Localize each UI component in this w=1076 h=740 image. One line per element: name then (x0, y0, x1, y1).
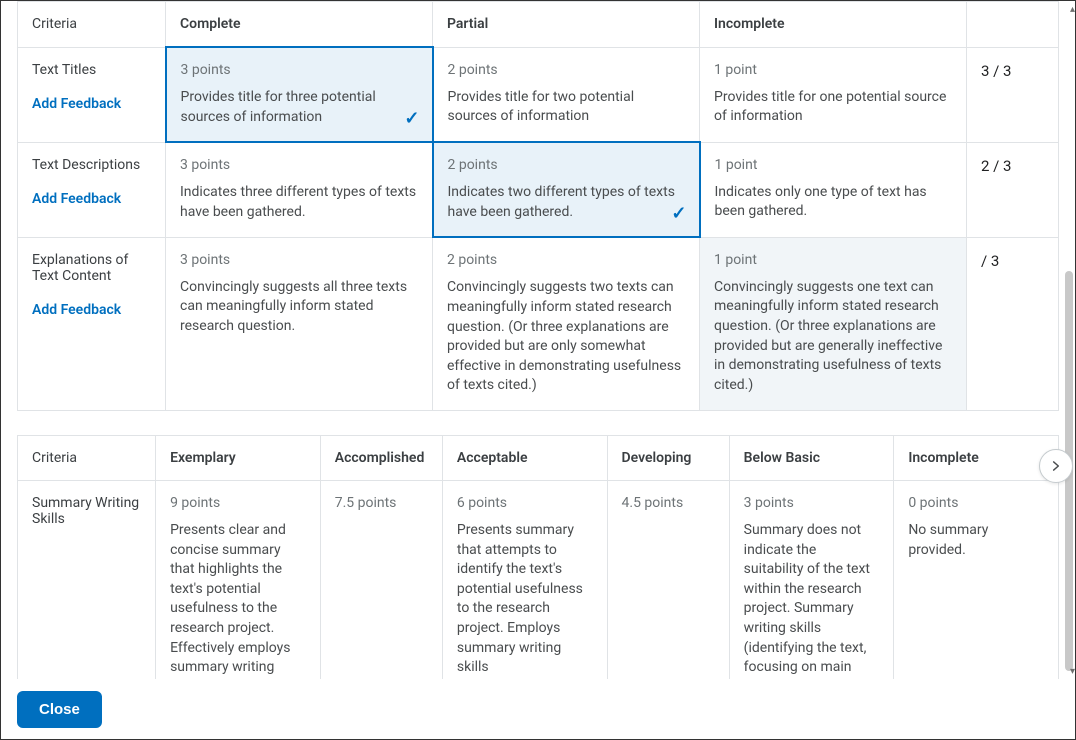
points-label: 2 points (448, 62, 686, 78)
points-label: 1 point (714, 62, 952, 78)
points-label: 3 points (180, 157, 418, 173)
checkmark-icon: ✓ (671, 203, 686, 224)
col-acceptable: Acceptable (442, 435, 607, 480)
level-cell-complete[interactable]: 3 points Provides title for three potent… (166, 47, 433, 142)
level-description: Provides title for two potential sources… (448, 88, 686, 127)
col-complete: Complete (166, 2, 433, 48)
criteria-name: Text Descriptions (32, 157, 151, 173)
col-score (967, 2, 1059, 48)
criteria-name: Explanations of Text Content (32, 252, 151, 284)
add-feedback-link[interactable]: Add Feedback (32, 302, 151, 318)
criteria-name: Text Titles (32, 62, 151, 78)
points-label: 4.5 points (622, 495, 715, 511)
rubric1-row-text-titles: Text Titles Add Feedback 3 points Provid… (18, 47, 1059, 142)
level-description: Convincingly suggests all three texts ca… (180, 278, 418, 337)
level-description: Indicates three different types of texts… (180, 183, 418, 222)
level-cell-incomplete[interactable]: 1 point Indicates only one type of text … (700, 142, 967, 237)
level-description: Indicates only one type of text has been… (715, 183, 953, 222)
score-cell: / 3 (967, 237, 1059, 410)
checkmark-icon: ✓ (404, 108, 419, 129)
dialog-footer: Close (1, 679, 1075, 739)
points-label: 2 points (448, 157, 685, 173)
rubric-table-2-wrapper: Criteria Exemplary Accomplished Acceptab… (17, 435, 1059, 681)
rubric-table-1: Criteria Complete Partial Incomplete Tex… (17, 1, 1059, 411)
level-cell-developing[interactable]: 4.5 points (607, 480, 729, 681)
level-cell-partial[interactable]: 2 points Indicates two different types o… (433, 142, 700, 237)
col-criteria: Criteria (18, 2, 166, 48)
criteria-cell: Text Descriptions Add Feedback (18, 142, 166, 237)
col-criteria: Criteria (18, 435, 156, 480)
level-cell-incomplete[interactable]: 1 point Convincingly suggests one text c… (700, 237, 967, 410)
col-accomplished: Accomplished (320, 435, 442, 480)
close-button[interactable]: Close (17, 691, 102, 728)
level-cell-exemplary[interactable]: 9 points Presents clear and concise summ… (156, 480, 321, 681)
level-description: Provides title for three potential sourc… (181, 88, 418, 127)
col-incomplete: Incomplete (894, 435, 1059, 480)
criteria-name: Summary Writing Skills (32, 495, 141, 527)
level-cell-incomplete[interactable]: 1 point Provides title for one potential… (700, 47, 967, 142)
level-cell-acceptable[interactable]: 6 points Presents summary that attempts … (442, 480, 607, 681)
score-cell: 3 / 3 (967, 47, 1059, 142)
rubric1-row-explanations: Explanations of Text Content Add Feedbac… (18, 237, 1059, 410)
criteria-cell: Explanations of Text Content Add Feedbac… (18, 237, 166, 410)
add-feedback-link[interactable]: Add Feedback (32, 96, 151, 112)
rubric1-header-row: Criteria Complete Partial Incomplete (18, 2, 1059, 48)
add-feedback-link[interactable]: Add Feedback (32, 191, 151, 207)
level-cell-incomplete[interactable]: 0 points No summary provided. (894, 480, 1059, 681)
level-description: Provides title for one potential source … (714, 88, 952, 127)
points-label: 2 points (447, 252, 685, 268)
col-partial: Partial (433, 2, 700, 48)
col-belowbasic: Below Basic (729, 435, 894, 480)
scroll-up-arrow-icon[interactable]: ▴ (1070, 4, 1075, 15)
level-description: Presents summary that attempts to identi… (457, 521, 593, 678)
scroll-right-button[interactable] (1039, 449, 1073, 483)
level-cell-partial[interactable]: 2 points Provides title for two potentia… (433, 47, 700, 142)
chevron-right-icon (1049, 459, 1063, 473)
rubric1-row-text-descriptions: Text Descriptions Add Feedback 3 points … (18, 142, 1059, 237)
points-label: 9 points (170, 495, 306, 511)
points-label: 0 points (908, 495, 1044, 511)
scroll-down-arrow-icon[interactable]: ▾ (1070, 666, 1075, 677)
points-label: 6 points (457, 495, 593, 511)
criteria-cell: Summary Writing Skills (18, 480, 156, 681)
rubric-table-2: Criteria Exemplary Accomplished Acceptab… (17, 435, 1059, 681)
level-cell-partial[interactable]: 2 points Convincingly suggests two texts… (433, 237, 700, 410)
rubric-scroll-area[interactable]: Criteria Complete Partial Incomplete Tex… (1, 1, 1075, 681)
rubric2-row-summary: Summary Writing Skills 9 points Presents… (18, 480, 1059, 681)
col-exemplary: Exemplary (156, 435, 321, 480)
rubric2-header-row: Criteria Exemplary Accomplished Acceptab… (18, 435, 1059, 480)
score-cell: 2 / 3 (967, 142, 1059, 237)
level-description: Indicates two different types of texts h… (448, 183, 685, 222)
criteria-cell: Text Titles Add Feedback (18, 47, 166, 142)
points-label: 3 points (180, 252, 418, 268)
points-label: 3 points (181, 62, 418, 78)
points-label: 1 point (715, 157, 953, 173)
col-incomplete: Incomplete (700, 2, 967, 48)
points-label: 1 point (714, 252, 952, 268)
level-description: Convincingly suggests two texts can mean… (447, 278, 685, 396)
col-developing: Developing (607, 435, 729, 480)
level-cell-accomplished[interactable]: 7.5 points (320, 480, 442, 681)
level-cell-complete[interactable]: 3 points Indicates three different types… (166, 142, 433, 237)
level-description: No summary provided. (908, 521, 1044, 560)
level-cell-belowbasic[interactable]: 3 points Summary does not indicate the s… (729, 480, 894, 681)
level-cell-complete[interactable]: 3 points Convincingly suggests all three… (166, 237, 433, 410)
points-label: 7.5 points (335, 495, 428, 511)
level-description: Presents clear and concise summary that … (170, 521, 306, 681)
level-description: Convincingly suggests one text can meani… (714, 278, 952, 396)
level-description: Summary does not indicate the suitabilit… (744, 521, 880, 678)
points-label: 3 points (744, 495, 880, 511)
